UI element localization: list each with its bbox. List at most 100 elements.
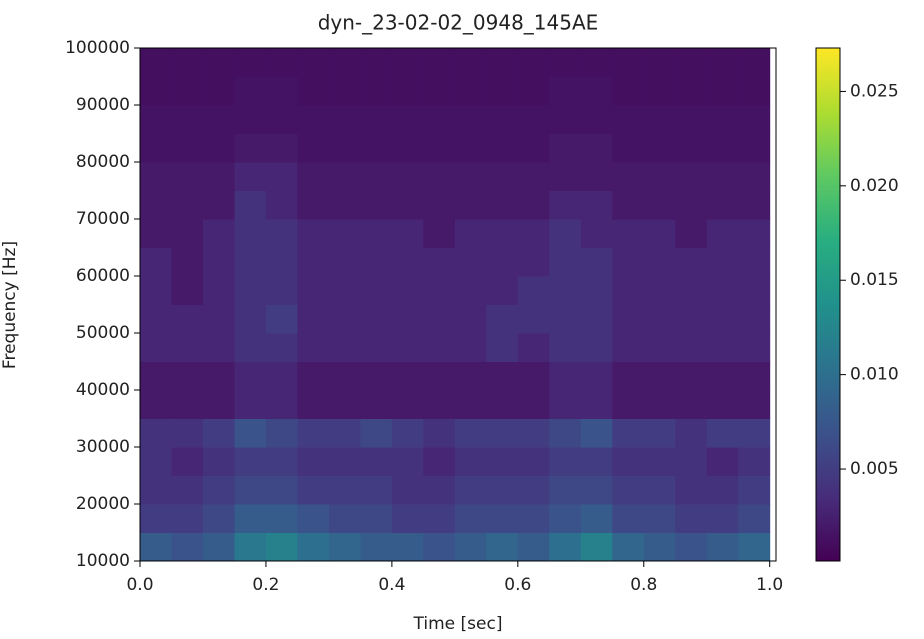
heatmap-cell: [612, 504, 645, 533]
heatmap-cell: [297, 390, 330, 419]
heatmap-cell: [738, 48, 771, 77]
heatmap-cell: [706, 532, 739, 562]
heatmap-cell: [612, 190, 645, 220]
heatmap-cell: [297, 333, 330, 362]
heatmap-cell: [517, 105, 550, 134]
heatmap-cell: [171, 276, 204, 305]
y-tick-label: 90000: [76, 95, 130, 115]
heatmap-cell: [675, 190, 708, 220]
heatmap-cell: [549, 162, 582, 191]
heatmap-cell: [486, 475, 519, 505]
heatmap-cell: [360, 504, 393, 533]
heatmap-cell: [675, 276, 708, 305]
heatmap-cell: [140, 162, 172, 191]
heatmap-cell: [360, 76, 393, 106]
heatmap-cell: [454, 361, 487, 391]
heatmap-cell: [202, 447, 235, 476]
heatmap-cell: [612, 532, 645, 562]
colorbar-tick-label: 0.015: [850, 270, 899, 290]
heatmap-cell: [234, 333, 267, 362]
heatmap-cell: [706, 105, 739, 134]
y-tick-label: 30000: [76, 437, 130, 457]
heatmap-cell: [234, 447, 267, 476]
heatmap-cell: [675, 361, 708, 391]
heatmap-cell: [391, 504, 424, 533]
heatmap-cell: [234, 504, 267, 533]
heatmap-cell: [549, 447, 582, 476]
heatmap-cell: [234, 190, 267, 220]
heatmap-cell: [423, 361, 456, 391]
heatmap-cell: [517, 76, 550, 106]
heatmap-cell: [643, 76, 676, 106]
heatmap-cell: [328, 504, 361, 533]
heatmap-cell: [454, 276, 487, 305]
heatmap-cell: [265, 105, 298, 134]
heatmap-cell: [360, 361, 393, 391]
heatmap-cell: [486, 447, 519, 476]
heatmap-cell: [738, 532, 771, 562]
heatmap-cell: [675, 532, 708, 562]
heatmap-cell: [612, 48, 645, 77]
heatmap-cell: [738, 361, 771, 391]
heatmap-cell: [675, 48, 708, 77]
heatmap-cell: [265, 418, 298, 448]
heatmap-cell: [423, 418, 456, 448]
y-tick-label: 60000: [76, 266, 130, 286]
heatmap-cell: [234, 304, 267, 334]
heatmap-cell: [328, 418, 361, 448]
heatmap-cell: [675, 133, 708, 163]
heatmap-cell: [675, 105, 708, 134]
heatmap-cell: [675, 162, 708, 191]
heatmap-cell: [202, 504, 235, 533]
heatmap-cell: [391, 247, 424, 277]
y-axis-label: Frequency [Hz]: [0, 241, 20, 369]
heatmap-cell: [486, 504, 519, 533]
heatmap-cell: [643, 48, 676, 77]
chart-title: dyn-_23-02-02_0948_145AE: [318, 11, 599, 35]
heatmap-cell: [391, 304, 424, 334]
heatmap-cell: [202, 304, 235, 334]
heatmap-cell: [360, 276, 393, 305]
heatmap-cell: [486, 418, 519, 448]
heatmap-cell: [454, 532, 487, 562]
heatmap-cell: [612, 276, 645, 305]
heatmap-cell: [675, 333, 708, 362]
heatmap-cell: [706, 304, 739, 334]
heatmap-cell: [675, 475, 708, 505]
heatmap-cell: [297, 190, 330, 220]
heatmap-cell: [297, 304, 330, 334]
heatmap-cell: [580, 76, 613, 106]
heatmap-cell: [140, 390, 172, 419]
x-tick-label: 1.0: [756, 575, 783, 595]
heatmap-cell: [643, 504, 676, 533]
heatmap-cell: [517, 133, 550, 163]
heatmap-cell: [202, 76, 235, 106]
heatmap-cell: [706, 447, 739, 476]
heatmap-cell: [706, 504, 739, 533]
heatmap-cell: [360, 333, 393, 362]
heatmap-cell: [517, 247, 550, 277]
heatmap-cell: [297, 418, 330, 448]
heatmap-cell: [391, 390, 424, 419]
heatmap-cell: [360, 247, 393, 277]
heatmap-cell: [297, 475, 330, 505]
heatmap-cell: [454, 447, 487, 476]
y-tick-label: 20000: [76, 494, 130, 514]
heatmap-cell: [171, 390, 204, 419]
heatmap-cell: [391, 76, 424, 106]
heatmap-cell: [706, 390, 739, 419]
heatmap-cell: [643, 475, 676, 505]
heatmap-cell: [391, 190, 424, 220]
heatmap-cell: [738, 219, 771, 248]
heatmap-cell: [517, 333, 550, 362]
x-tick-label: 0.0: [126, 575, 153, 595]
heatmap-cell: [675, 504, 708, 533]
heatmap-cell: [171, 190, 204, 220]
heatmap-cell: [549, 76, 582, 106]
heatmap-cell: [234, 418, 267, 448]
heatmap-cell: [643, 190, 676, 220]
heatmap-cell: [549, 390, 582, 419]
heatmap-cell: [706, 48, 739, 77]
heatmap-cell: [675, 219, 708, 248]
